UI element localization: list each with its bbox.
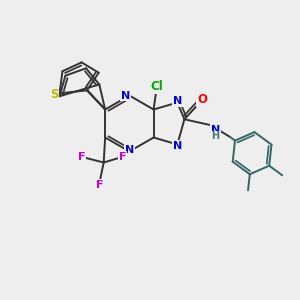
Text: Cl: Cl xyxy=(150,80,163,93)
Text: N: N xyxy=(211,124,220,135)
Text: N: N xyxy=(125,145,134,155)
Text: O: O xyxy=(197,93,207,106)
Text: H: H xyxy=(211,131,219,141)
Text: S: S xyxy=(50,88,58,101)
Text: N: N xyxy=(121,91,130,100)
Text: F: F xyxy=(95,180,103,190)
Text: N: N xyxy=(173,141,182,151)
Text: F: F xyxy=(119,152,127,162)
Text: F: F xyxy=(78,152,85,162)
Text: N: N xyxy=(173,96,182,106)
